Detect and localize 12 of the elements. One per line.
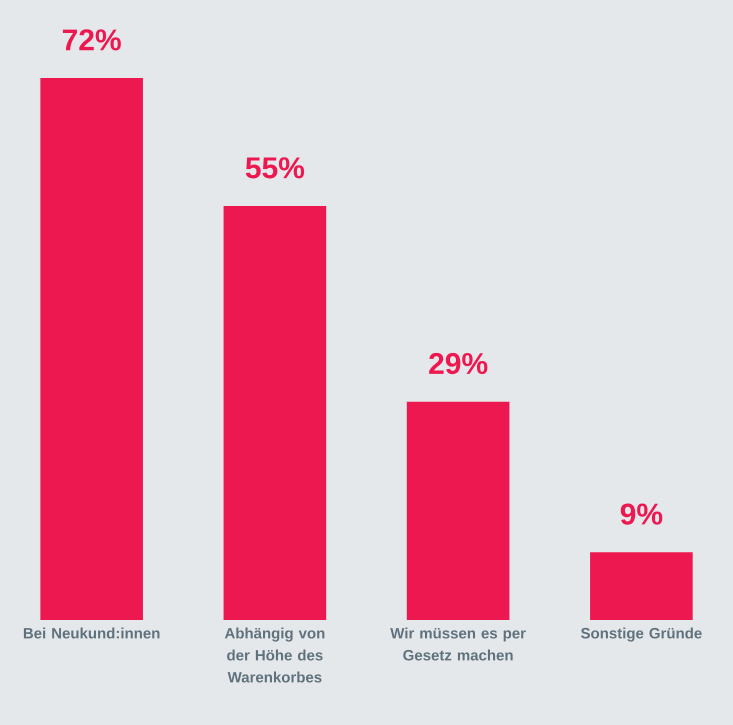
data-label: 9% <box>620 503 662 525</box>
bar <box>590 552 693 620</box>
bar <box>406 402 510 620</box>
data-label: 29% <box>429 352 488 374</box>
data-label: 72% <box>62 29 121 50</box>
x-tick-label: Abhängig von der Höhe des Warenkorbes <box>224 628 324 683</box>
bar <box>224 206 326 620</box>
x-tick-label: Sonstige Gründe <box>580 628 702 642</box>
data-label: 55% <box>246 157 304 178</box>
x-tick-label: Wir müssen es per Gesetz machen <box>390 628 526 661</box>
x-tick-label: Bei Neukund:innen <box>24 628 160 639</box>
bar <box>40 78 143 620</box>
